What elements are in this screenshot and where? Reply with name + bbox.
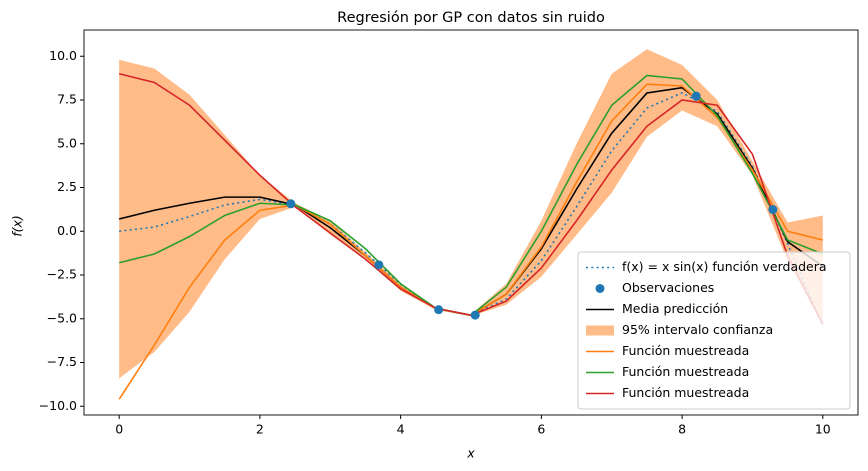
legend: f(x) = x sin(x) función verdadera Observa…: [577, 251, 851, 410]
x-axis-label: x: [466, 446, 475, 461]
observation-point: [434, 305, 444, 315]
observation-point: [768, 205, 778, 215]
x-tick-label: 6: [537, 422, 545, 437]
y-tick-label: 0.0: [57, 223, 77, 238]
legend-label: Función muestreada: [622, 343, 749, 358]
x-tick-label: 0: [115, 422, 123, 437]
legend-label: Función muestreada: [622, 385, 749, 400]
y-axis-label: f(x): [10, 215, 25, 237]
legend-label: f(x) = x sin(x) función verdadera: [622, 259, 827, 274]
plot-frame: [83, 29, 859, 416]
y-tick-label: −5.0: [47, 310, 77, 325]
legend-label: 95% intervalo confianza: [622, 322, 773, 337]
x-tick-label: 2: [256, 422, 264, 437]
confidence-band: [119, 49, 823, 379]
chart-title: Regresión por GP con datos sin ruido: [337, 10, 605, 26]
legend-label: Función muestreada: [622, 364, 749, 379]
x-tick-label: 8: [678, 422, 686, 437]
y-tick-label: 5.0: [57, 135, 77, 150]
y-tick-label: 7.5: [57, 92, 77, 107]
y-tick-label: 2.5: [57, 179, 77, 194]
observation-point: [286, 199, 296, 209]
y-tick-label: −7.5: [47, 354, 77, 369]
observation-point: [374, 260, 384, 270]
legend-box: [577, 251, 851, 410]
legend-label: Observaciones: [622, 280, 714, 295]
x-tick-label: 4: [397, 422, 405, 437]
legend-swatch: [586, 325, 614, 336]
x-tick-label: 10: [815, 422, 831, 437]
y-tick-label: −10.0: [39, 398, 77, 413]
y-tick-label: 10.0: [49, 48, 77, 63]
observation-point: [691, 91, 701, 101]
observation-point: [470, 310, 480, 320]
legend-label: Media predicción: [622, 301, 728, 316]
legend-marker: [595, 284, 605, 293]
y-tick-label: −2.5: [47, 267, 77, 282]
